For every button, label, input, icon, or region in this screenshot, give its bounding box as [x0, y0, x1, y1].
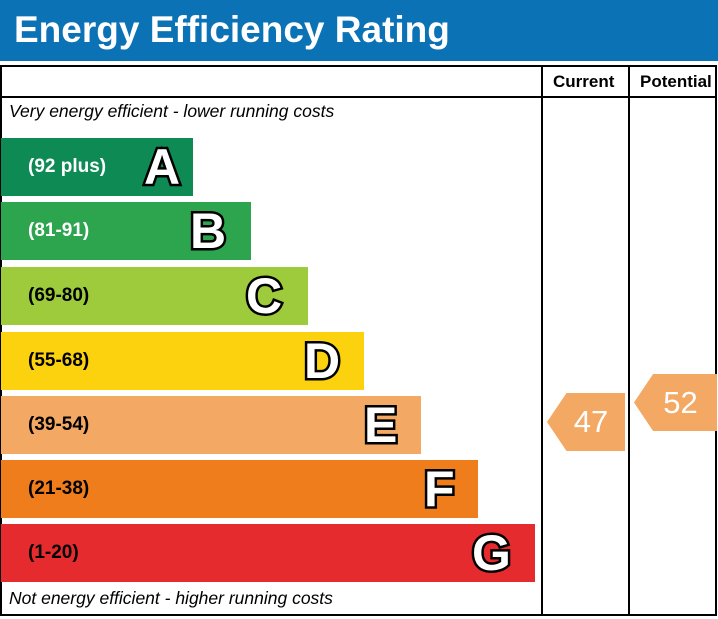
svg-text:A: A — [144, 139, 180, 195]
svg-text:G: G — [472, 525, 511, 581]
svg-text:F: F — [424, 461, 455, 517]
svg-text:D: D — [304, 333, 340, 389]
svg-text:B: B — [190, 203, 226, 259]
svg-text:E: E — [364, 397, 397, 453]
svg-text:C: C — [246, 268, 282, 324]
